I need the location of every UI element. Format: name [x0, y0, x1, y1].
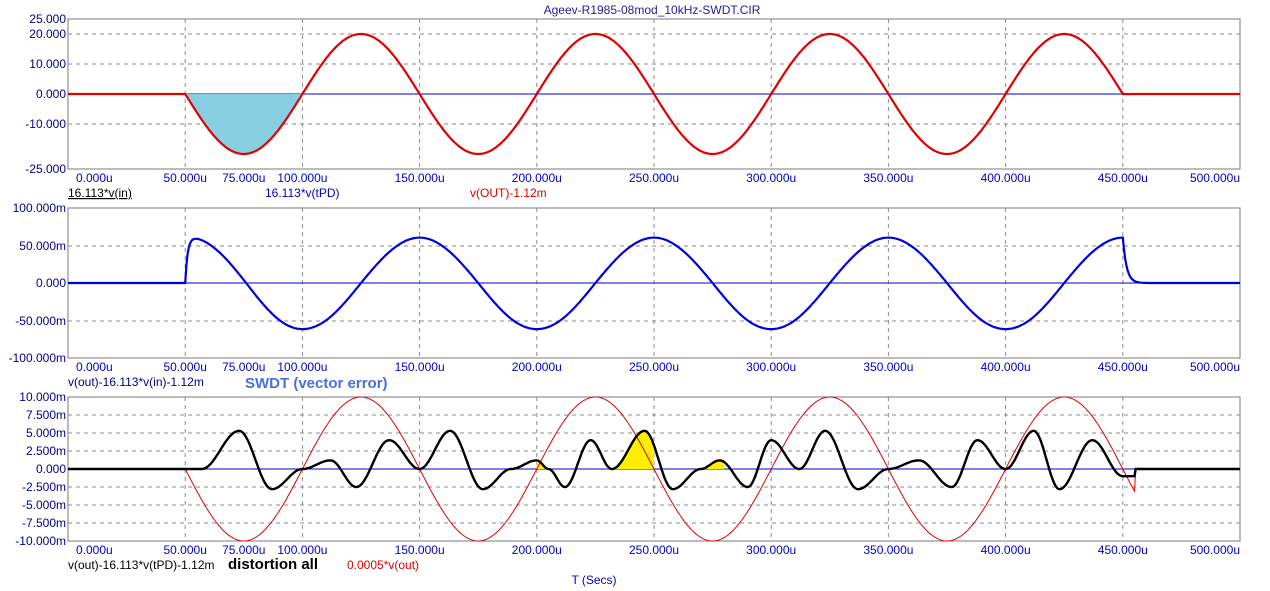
legend-label: 16.113*v(tPD) — [265, 186, 339, 200]
annotation-distortion: distortion all — [228, 556, 318, 573]
y-tick-label: 100.000m — [13, 201, 66, 215]
series-distortion-line — [68, 429, 1240, 491]
y-tick-label: 20.000 — [29, 27, 66, 41]
y-tick-label: 7.500m — [26, 408, 66, 422]
x-tick-label: 75.000u — [222, 543, 265, 557]
x-tick-label: 250.000u — [629, 360, 679, 374]
y-tick-label: 50.000m — [19, 239, 66, 253]
y-tick-label: 0.000 — [36, 87, 66, 101]
x-tick-label: 75.000u — [222, 171, 265, 185]
x-axis-label: T (Secs) — [571, 573, 616, 587]
shaded-area — [607, 430, 654, 469]
y-tick-label: -5.000m — [22, 498, 66, 512]
x-tick-label: 150.000u — [395, 543, 445, 557]
x-tick-label: 50.000u — [164, 360, 207, 374]
legend-label: 0.0005*v(out) — [347, 558, 419, 572]
y-tick-label: -100.000m — [9, 351, 66, 365]
legend-label: v(OUT)-1.12m — [470, 186, 547, 200]
x-tick-label: 250.000u — [629, 171, 679, 185]
x-tick-label: 250.000u — [629, 543, 679, 557]
y-tick-label: 0.000 — [36, 462, 66, 476]
x-tick-label: 50.000u — [164, 171, 207, 185]
y-tick-label: -7.500m — [22, 516, 66, 530]
x-tick-label: 350.000u — [863, 360, 913, 374]
x-tick-label: 0.000u — [76, 360, 113, 374]
x-tick-label: 150.000u — [395, 360, 445, 374]
x-tick-label: 200.000u — [512, 360, 562, 374]
y-tick-label: 0.000 — [36, 276, 66, 290]
y-tick-label: -25.000 — [25, 162, 66, 176]
annotation-swdt: SWDT (vector error) — [245, 375, 388, 392]
x-tick-label: 300.000u — [746, 543, 796, 557]
shaded-area — [672, 460, 725, 469]
x-tick-label: 100.000u — [277, 171, 327, 185]
shaded-area — [185, 94, 303, 154]
y-tick-label: 10.000 — [29, 57, 66, 71]
x-tick-label: 400.000u — [981, 360, 1031, 374]
x-tick-label: 75.000u — [222, 360, 265, 374]
x-tick-label: 500.000u — [1190, 543, 1240, 557]
x-tick-label: 0.000u — [76, 171, 113, 185]
x-tick-label: 50.000u — [164, 543, 207, 557]
y-tick-label: 10.000m — [19, 390, 66, 404]
legend-label: v(out)-16.113*v(tPD)-1.12m — [68, 558, 215, 572]
x-tick-label: 500.000u — [1190, 171, 1240, 185]
series-reference-line — [68, 396, 1240, 542]
x-tick-label: 200.000u — [512, 171, 562, 185]
x-tick-label: 400.000u — [981, 543, 1031, 557]
legend-label: 16.113*v(in) — [68, 186, 132, 200]
x-tick-label: 450.000u — [1098, 171, 1148, 185]
legend-label: v(out)-16.113*v(in)-1.12m — [68, 375, 204, 389]
x-tick-label: 350.000u — [863, 543, 913, 557]
x-tick-label: 450.000u — [1098, 543, 1148, 557]
x-tick-label: 400.000u — [981, 171, 1031, 185]
y-tick-label: -10.000m — [15, 534, 66, 548]
chart-title: Ageev-R1985-08mod_10kHz-SWDT.CIR — [544, 3, 761, 17]
y-tick-label: -10.000 — [25, 117, 66, 131]
x-tick-label: 300.000u — [746, 171, 796, 185]
y-tick-label: 25.000 — [29, 12, 66, 26]
y-tick-label: 5.000m — [26, 426, 66, 440]
x-tick-label: 200.000u — [512, 543, 562, 557]
y-tick-label: 2.500m — [26, 444, 66, 458]
panel-p3: 10.000m 7.500m 5.000m 2.500m 0.000 -2.500m -5.… — [15, 390, 1241, 573]
x-tick-label: 300.000u — [746, 360, 796, 374]
y-tick-label: -50.000m — [15, 314, 66, 328]
x-tick-label: 100.000u — [277, 360, 327, 374]
x-tick-label: 450.000u — [1098, 360, 1148, 374]
panel-p2: 100.000m 50.000m 0.000 -50.000m -100.000m 0.0… — [9, 201, 1241, 392]
y-tick-label: -2.500m — [22, 480, 66, 494]
x-tick-label: 350.000u — [863, 171, 913, 185]
x-tick-label: 150.000u — [395, 171, 445, 185]
series-vout-line — [68, 32, 1240, 156]
x-tick-label: 500.000u — [1190, 360, 1240, 374]
x-tick-label: 0.000u — [76, 543, 113, 557]
x-tick-label: 100.000u — [277, 543, 327, 557]
series-error-line — [68, 236, 1240, 331]
